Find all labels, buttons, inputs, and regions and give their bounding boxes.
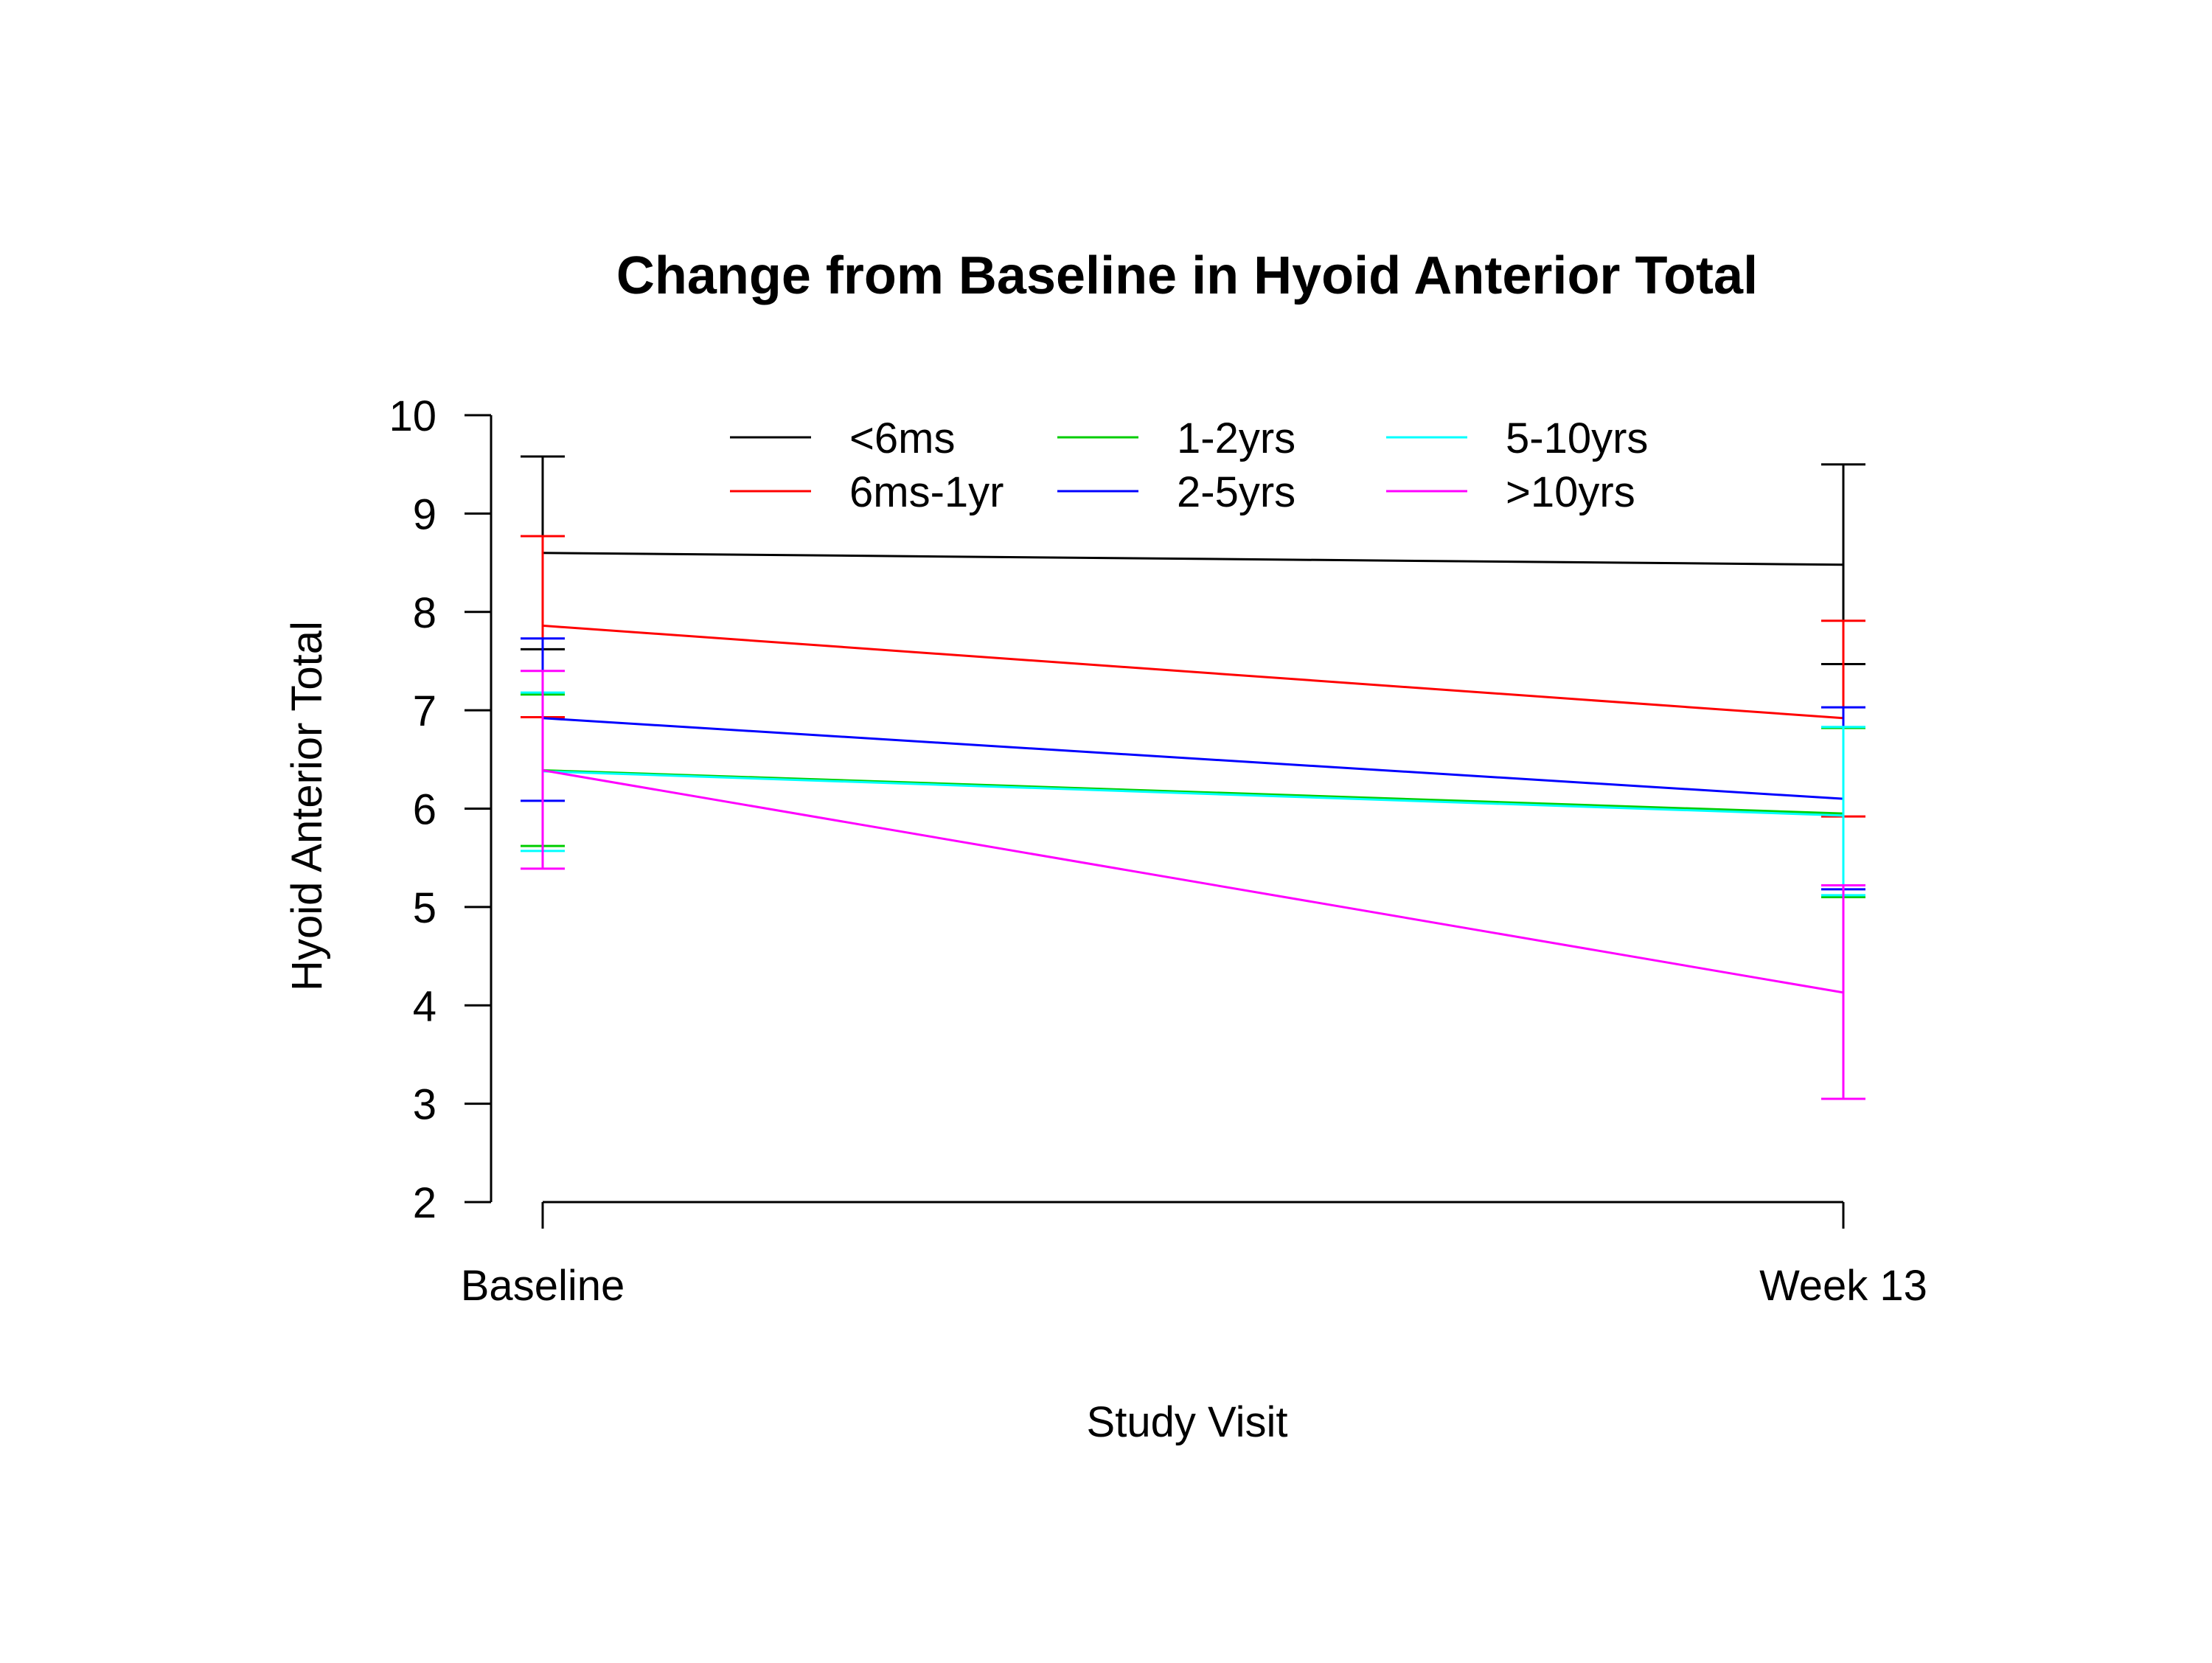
legend-label-2: 1-2yrs <box>1177 414 1295 462</box>
series-1-group <box>521 535 1865 818</box>
legend-label-0: <6ms <box>849 414 955 462</box>
y-tick-label: 10 <box>389 392 437 440</box>
series-0-point <box>1843 564 1844 566</box>
y-tick-label: 4 <box>413 982 437 1030</box>
series-3-group <box>521 637 1865 891</box>
y-tick-label: 7 <box>413 687 437 735</box>
y-tick-label: 3 <box>413 1081 437 1129</box>
x-tick-label: Baseline <box>461 1262 625 1310</box>
y-tick-label: 9 <box>413 490 437 538</box>
legend: <6ms 6ms-1yr 1-2yrs 2-5yrs 5-10yrs >10yrs <box>730 414 1648 516</box>
series-5-group <box>521 670 1865 1100</box>
chart-title: Change from Baseline in Hyoid Anterior T… <box>616 246 1758 305</box>
series-0-line <box>542 552 1844 566</box>
plot-area <box>521 455 1865 1100</box>
y-axis-label: Hyoid Anterior Total <box>283 621 331 991</box>
series-5-line <box>542 769 1844 994</box>
series-5-point <box>1843 992 1844 993</box>
series-2-group <box>521 693 1865 899</box>
series-1-line <box>542 624 1844 720</box>
series-3-line <box>542 717 1844 800</box>
x-tick-label: Week 13 <box>1759 1262 1927 1310</box>
series-4-point <box>1843 815 1844 816</box>
legend-label-3: 2-5yrs <box>1177 468 1295 516</box>
y-tick-label: 6 <box>413 786 437 834</box>
legend-label-5: >10yrs <box>1506 468 1635 516</box>
series-2-line <box>542 768 1844 815</box>
series-4-group <box>521 691 1865 897</box>
x-axis-label: Study Visit <box>1087 1398 1288 1446</box>
y-tick-label: 8 <box>413 589 437 637</box>
axes: 2 3 4 5 6 7 8 9 10 Baseline Week 13 <box>389 392 1927 1310</box>
legend-label-4: 5-10yrs <box>1506 414 1648 462</box>
y-tick-label: 2 <box>413 1179 437 1227</box>
y-tick-label: 5 <box>413 884 437 932</box>
series-4-line <box>542 770 1844 817</box>
legend-label-1: 6ms-1yr <box>849 468 1004 516</box>
